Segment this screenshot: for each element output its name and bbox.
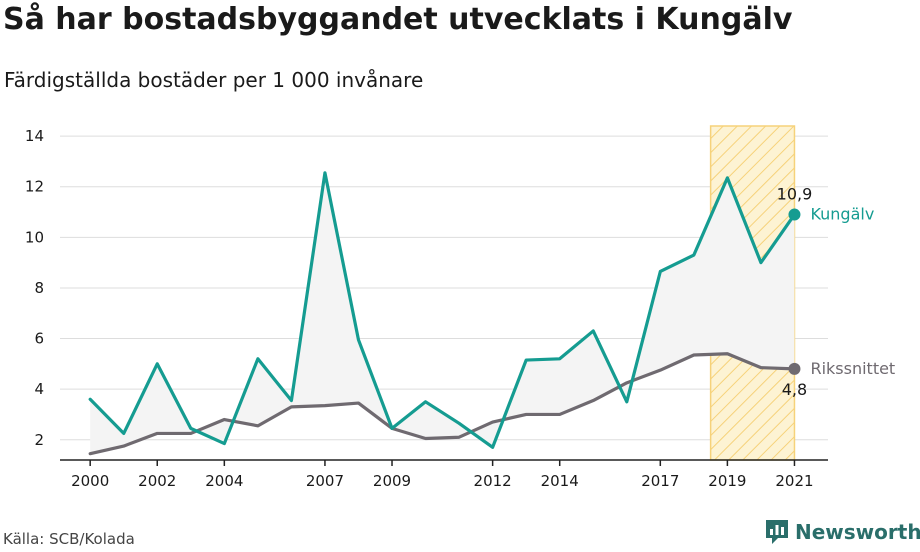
y-tick-label: 8 xyxy=(34,279,44,297)
x-tick-label: 2017 xyxy=(641,472,679,490)
end-value-kungalv: 10,9 xyxy=(777,185,813,204)
x-tick-label: 2002 xyxy=(138,472,176,490)
source-note: Källa: SCB/Kolada xyxy=(3,530,135,548)
y-tick-label: 2 xyxy=(34,431,44,449)
y-tick-label: 14 xyxy=(25,127,44,145)
x-tick-label: 2009 xyxy=(373,472,411,490)
end-point-riks xyxy=(788,362,801,375)
y-tick-label: 12 xyxy=(25,178,44,196)
x-tick-label: 2004 xyxy=(205,472,243,490)
x-axis: 2000 2002 2004 2007 2009 2012 2014 2017 2019 2021 xyxy=(60,459,828,490)
difference-area-fill xyxy=(90,172,795,454)
x-tick-label: 2012 xyxy=(474,472,512,490)
newsworthy-logo: Newsworthy xyxy=(764,518,920,546)
x-tick-label: 2000 xyxy=(71,472,109,490)
chart-subtitle: Färdigställda bostäder per 1 000 invånar… xyxy=(4,68,424,92)
series-lines xyxy=(88,171,801,456)
x-tick-label: 2014 xyxy=(541,472,579,490)
x-tick-label: 2021 xyxy=(775,472,813,490)
series-label-riks: Rikssnittet xyxy=(810,359,895,378)
brand-name: Newsworthy xyxy=(795,520,920,544)
y-tick-label: 10 xyxy=(25,228,44,246)
end-point-kungalv xyxy=(788,208,801,221)
difference-area xyxy=(90,172,795,454)
end-value-riks: 4,8 xyxy=(782,380,807,399)
x-tick-label: 2007 xyxy=(306,472,344,490)
series-label-kungalv: Kungälv xyxy=(810,205,874,224)
series-line-riks xyxy=(88,352,797,456)
newsworthy-chart-icon xyxy=(766,520,788,544)
chart-title: Så har bostadsbyggandet utvecklats i Kun… xyxy=(3,2,793,37)
series-line-kungalv xyxy=(88,171,797,449)
x-tick-label: 2019 xyxy=(708,472,746,490)
y-tick-label: 4 xyxy=(34,380,44,398)
y-tick-label: 6 xyxy=(34,330,44,348)
